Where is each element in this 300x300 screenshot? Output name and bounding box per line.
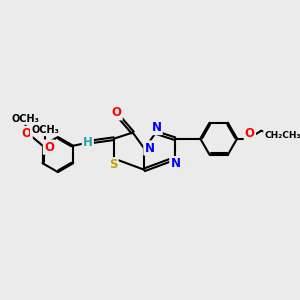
Text: O: O [22,127,32,140]
Text: OCH₃: OCH₃ [31,125,59,135]
Text: N: N [152,121,162,134]
Text: OCH₃: OCH₃ [11,114,39,124]
Text: CH₂CH₃: CH₂CH₃ [264,131,300,140]
Text: N: N [170,157,180,170]
Text: O: O [44,141,54,154]
Text: S: S [109,158,118,171]
Text: O: O [112,106,122,119]
Text: N: N [144,142,154,154]
Text: O: O [245,127,255,140]
Text: H: H [83,136,93,149]
